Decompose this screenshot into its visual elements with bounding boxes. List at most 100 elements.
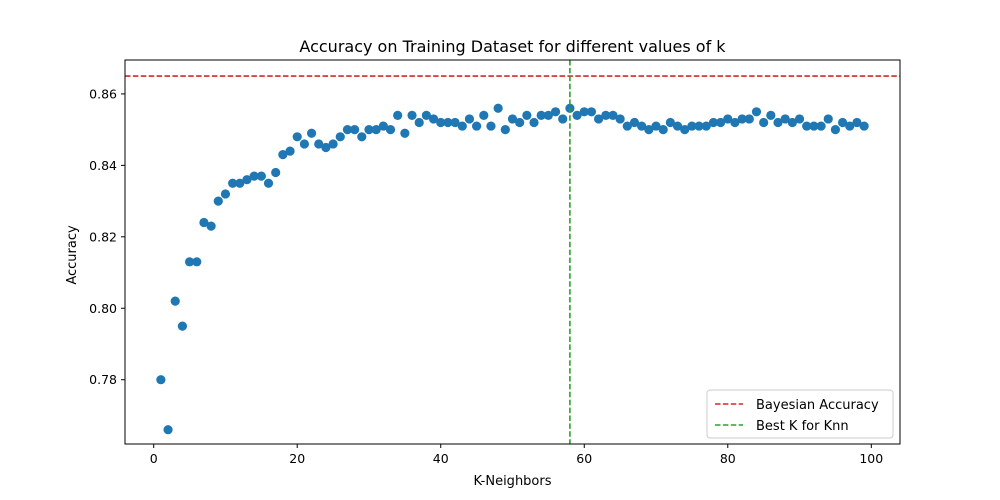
data-point xyxy=(816,121,826,131)
data-point xyxy=(278,150,288,160)
data-point xyxy=(378,121,388,131)
data-point xyxy=(751,107,762,117)
data-point xyxy=(737,114,747,124)
data-point xyxy=(199,217,209,228)
data-point xyxy=(708,117,719,128)
data-point xyxy=(335,132,345,142)
x-axis-label: K-Neighbors xyxy=(474,474,552,489)
data-point xyxy=(615,114,625,124)
data-point xyxy=(472,121,482,131)
data-point xyxy=(701,121,711,131)
legend-box xyxy=(706,389,894,439)
data-point xyxy=(428,114,439,124)
data-point xyxy=(586,107,597,117)
x-tick-label: 0 xyxy=(150,451,158,466)
data-point xyxy=(601,110,611,120)
data-point xyxy=(371,125,381,135)
data-point xyxy=(177,321,188,331)
data-point xyxy=(507,114,518,124)
data-point xyxy=(744,114,754,124)
legend: Bayesian Accuracy Best K for Knn xyxy=(706,389,894,439)
data-point xyxy=(837,117,848,128)
data-point xyxy=(249,171,259,181)
data-point xyxy=(550,107,561,117)
data-point xyxy=(680,125,690,135)
data-point xyxy=(794,114,805,124)
data-point xyxy=(271,167,281,178)
data-point xyxy=(450,117,460,128)
data-point xyxy=(608,110,618,120)
data-point xyxy=(637,121,647,131)
data-point xyxy=(629,117,640,128)
data-point xyxy=(235,178,245,188)
data-point xyxy=(213,196,223,206)
data-point xyxy=(364,125,374,135)
data-point xyxy=(192,257,202,267)
data-point xyxy=(299,139,309,149)
data-point xyxy=(558,114,568,124)
data-point xyxy=(529,117,539,128)
data-point xyxy=(242,175,252,185)
data-point xyxy=(163,425,173,435)
data-point xyxy=(773,117,783,128)
legend-label-best-k: Best K for Knn xyxy=(756,419,849,434)
data-point xyxy=(723,114,733,124)
data-point xyxy=(414,117,424,128)
y-tick-label: 0.82 xyxy=(89,229,117,244)
data-point xyxy=(342,125,353,135)
data-point xyxy=(859,121,869,131)
data-point xyxy=(672,121,683,131)
data-point xyxy=(156,375,166,385)
y-tick-label: 0.86 xyxy=(89,86,117,101)
data-point xyxy=(421,110,431,120)
plot-area: 0 20 40 60 80 100 0.78 0.80 0.82 0.84 0.86 xyxy=(89,59,901,466)
data-point xyxy=(802,121,812,131)
x-tick-label: 20 xyxy=(289,451,305,466)
data-point xyxy=(350,125,360,135)
data-point xyxy=(400,128,410,138)
data-point xyxy=(457,121,467,131)
data-point xyxy=(436,117,446,128)
data-point xyxy=(830,125,841,135)
data-point xyxy=(321,142,331,153)
data-point xyxy=(306,128,317,138)
data-point xyxy=(644,125,654,135)
data-point xyxy=(658,125,668,135)
data-point xyxy=(464,114,475,124)
data-point xyxy=(594,114,604,124)
legend-label-bayesian: Bayesian Accuracy xyxy=(756,398,879,413)
data-point xyxy=(622,121,632,131)
data-point xyxy=(522,110,532,120)
data-point xyxy=(314,139,324,149)
data-point xyxy=(493,103,503,113)
chart-title: Accuracy on Training Dataset for differe… xyxy=(299,37,726,56)
x-tick-label: 80 xyxy=(720,451,736,466)
data-point xyxy=(220,189,231,199)
data-point xyxy=(809,121,819,131)
data-point xyxy=(292,132,302,142)
data-point xyxy=(787,117,797,128)
y-tick-label: 0.84 xyxy=(89,158,117,173)
data-point xyxy=(486,121,496,131)
data-point xyxy=(407,110,417,120)
x-tick-label: 60 xyxy=(576,451,592,466)
data-point xyxy=(263,178,274,188)
data-point xyxy=(170,296,180,306)
y-tick-label: 0.78 xyxy=(89,372,117,387)
data-point xyxy=(328,139,338,149)
plot-frame xyxy=(124,59,901,445)
data-point xyxy=(759,117,769,128)
y-tick-label: 0.80 xyxy=(89,301,117,316)
data-point xyxy=(780,114,790,124)
data-point xyxy=(479,110,489,120)
data-point xyxy=(357,132,367,142)
data-point xyxy=(651,121,661,131)
data-point xyxy=(206,221,216,231)
data-point xyxy=(852,117,862,128)
data-point xyxy=(393,110,403,120)
data-point xyxy=(443,117,453,128)
y-axis-label: Accuracy xyxy=(65,225,80,285)
data-point xyxy=(285,146,295,156)
data-point xyxy=(687,121,697,131)
